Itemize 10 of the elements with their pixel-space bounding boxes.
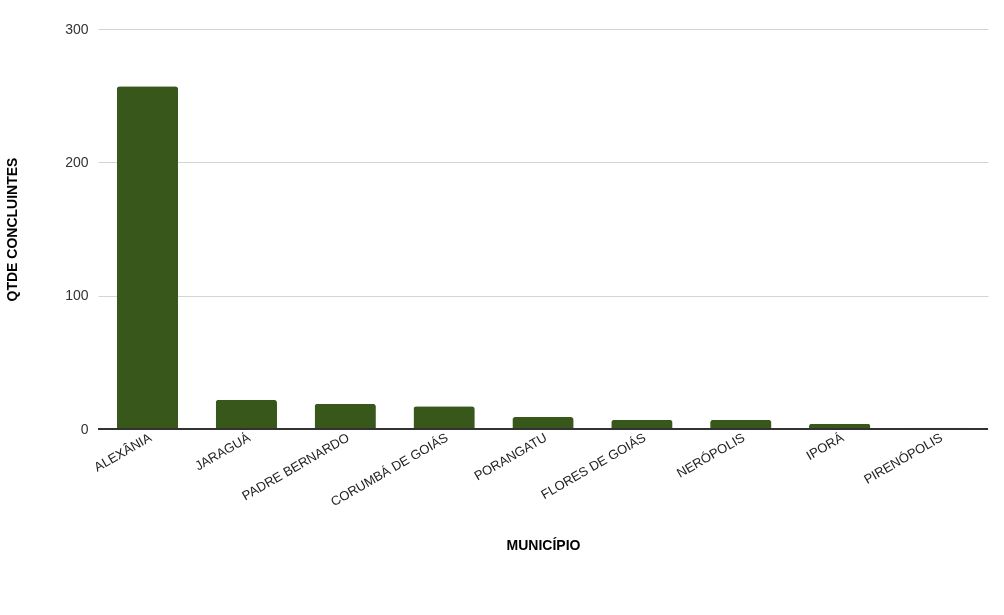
x-axis-title: MUNICÍPIO [506,537,581,554]
bar [314,403,376,429]
bar [413,406,475,429]
y-tick-label: 200 [65,153,89,170]
y-tick-label: 0 [80,420,89,437]
bar [215,399,277,429]
y-tick-label: 300 [65,20,89,37]
bar [116,86,179,429]
y-tick-label: 100 [65,287,89,304]
y-axis-title: QTDE CONCLUINTES [4,157,21,302]
